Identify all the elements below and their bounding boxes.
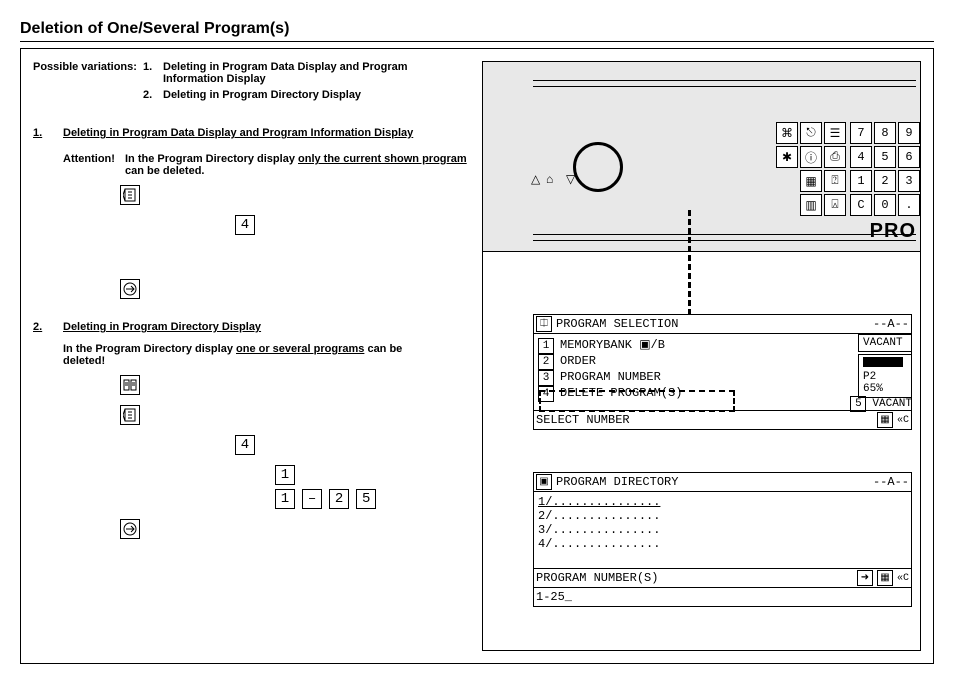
list-item[interactable]: 2ORDER — [538, 354, 907, 370]
list-item[interactable]: 3/............... — [538, 523, 907, 537]
section2-heading: Deleting in Program Directory Display — [63, 321, 443, 333]
screen1-title: PROGRAM SELECTION — [556, 317, 678, 331]
side-5-vacant: 5VACANT — [850, 396, 912, 412]
screen2-input[interactable]: 1-25_ — [533, 587, 912, 607]
fill-bar — [863, 357, 903, 367]
knob-icon — [573, 142, 623, 192]
section1-heading: Deleting in Program Data Display and Pro… — [63, 127, 443, 139]
program-mini-icon: ⎅ — [536, 316, 552, 332]
num-key[interactable]: 5 — [874, 146, 896, 168]
directory-mini-icon: ▣ — [536, 474, 552, 490]
dashed-connector — [688, 210, 691, 315]
section2-num: 2. — [33, 321, 63, 333]
section2-note: In the Program Directory display one or … — [63, 343, 443, 367]
key-1b: 1 — [275, 489, 295, 509]
variation-2-text: Deleting in Program Directory Display — [163, 89, 423, 101]
screen1-prompt: SELECT NUMBER ▦«C — [533, 410, 912, 430]
num-key[interactable]: 9 — [898, 122, 920, 144]
grid-icon: ▦ — [877, 412, 893, 428]
directory-key-icon — [120, 375, 140, 395]
enter-key-icon — [120, 279, 140, 299]
num-key[interactable]: 2 — [874, 170, 896, 192]
variation-1-num: 1. — [143, 61, 163, 85]
triangle-up-icon: △ — [531, 172, 540, 186]
screen2-body: 1/............... 2/............... 3/..… — [533, 491, 912, 569]
page-frame: Possible variations: 1. Deleting in Prog… — [20, 48, 934, 664]
section1-num: 1. — [33, 127, 63, 139]
key-1: 1 — [275, 465, 295, 485]
page-title: Deletion of One/Several Program(s) — [20, 20, 934, 42]
side-p2-box: P2 65% — [858, 354, 912, 398]
list-item[interactable]: 1/............... — [538, 495, 907, 509]
variation-1-text: Deleting in Program Data Display and Pro… — [163, 61, 423, 85]
list-item[interactable]: 3PROGRAM NUMBER — [538, 370, 907, 386]
enter-mini-icon: ➜ — [857, 570, 873, 586]
num-key[interactable]: 1 — [850, 170, 872, 192]
hw-icon-cell[interactable]: ⓘ — [800, 146, 822, 168]
num-key[interactable]: . — [898, 194, 920, 216]
screen2-title: PROGRAM DIRECTORY — [556, 475, 678, 489]
screen1-status: --A-- — [873, 317, 909, 331]
num-key[interactable]: 3 — [898, 170, 920, 192]
screen2-status: --A-- — [873, 475, 909, 489]
left-column: Possible variations: 1. Deleting in Prog… — [33, 61, 472, 651]
hw-icon-cell[interactable]: ▦ — [800, 170, 822, 192]
hw-icon-cell[interactable]: ⎙ — [824, 146, 846, 168]
hardware-panel: △ ⌂ ▽ ⌘ ⎋ ☰ ✱ ⓘ ⎙ ▦ ⍰ ▥ ⍓ 7 8 — [483, 62, 920, 252]
grid-icon: ▦ — [877, 570, 893, 586]
side-vacant-box: VACANT — [858, 334, 912, 352]
variations-label: Possible variations: — [33, 61, 143, 105]
program-key-icon — [120, 185, 140, 205]
home-icon: ⌂ — [546, 172, 553, 186]
hw-icon-cell[interactable]: ⍓ — [824, 194, 846, 216]
screen2-title-bar: ▣ PROGRAM DIRECTORY --A-- — [533, 472, 912, 492]
key-dash: – — [302, 489, 322, 509]
program-key-icon-2 — [120, 405, 140, 425]
num-key[interactable]: 7 — [850, 122, 872, 144]
num-key[interactable]: 0 — [874, 194, 896, 216]
hw-num-grid: 7 8 9 4 5 6 1 2 3 C 0 . — [850, 122, 920, 216]
right-column: △ ⌂ ▽ ⌘ ⎋ ☰ ✱ ⓘ ⎙ ▦ ⍰ ▥ ⍓ 7 8 — [482, 61, 921, 651]
list-item[interactable]: 1MEMORYBANK ▣/B — [538, 337, 907, 354]
num-key[interactable]: 8 — [874, 122, 896, 144]
variation-2-num: 2. — [143, 89, 163, 101]
screen-program-directory: ▣ PROGRAM DIRECTORY --A-- 1/............… — [533, 472, 912, 606]
num-key[interactable]: C — [850, 194, 872, 216]
hw-icon-cell[interactable]: ☰ — [824, 122, 846, 144]
hw-icon-cell[interactable]: ▥ — [800, 194, 822, 216]
triangle-dn-icon: ▽ — [566, 172, 575, 186]
hw-icon-cell[interactable]: ⌘ — [776, 122, 798, 144]
hw-keypad: ⌘ ⎋ ☰ ✱ ⓘ ⎙ ▦ ⍰ ▥ ⍓ 7 8 9 4 5 6 — [776, 122, 920, 216]
enter-key-icon-2 — [120, 519, 140, 539]
dashed-highlight — [539, 390, 735, 412]
attention-text: In the Program Directory display only th… — [125, 153, 472, 177]
num-key[interactable]: 4 — [850, 146, 872, 168]
list-item[interactable]: 4/............... — [538, 537, 907, 551]
key-4b: 4 — [235, 435, 255, 455]
hw-icon-cell[interactable]: ⍰ — [824, 170, 846, 192]
key-5: 5 — [356, 489, 376, 509]
screen2-prompt: PROGRAM NUMBER(S) ➜ ▦«C — [533, 568, 912, 588]
hw-icon-grid: ⌘ ⎋ ☰ ✱ ⓘ ⎙ ▦ ⍰ ▥ ⍓ — [776, 122, 846, 216]
attention-label: Attention! — [63, 153, 125, 177]
list-item[interactable]: 2/............... — [538, 509, 907, 523]
hw-icon-cell[interactable]: ✱ — [776, 146, 798, 168]
key-4: 4 — [235, 215, 255, 235]
hw-icon-cell[interactable]: ⎋ — [800, 122, 822, 144]
screen1-title-bar: ⎅ PROGRAM SELECTION --A-- — [533, 314, 912, 334]
num-key[interactable]: 6 — [898, 146, 920, 168]
key-2: 2 — [329, 489, 349, 509]
brand-logo: PRO — [870, 220, 916, 243]
